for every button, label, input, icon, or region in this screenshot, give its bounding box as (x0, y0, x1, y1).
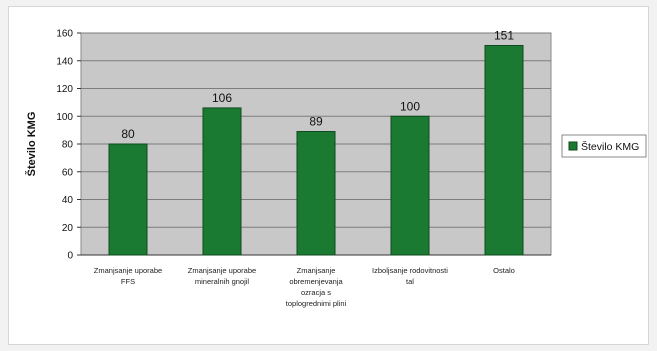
legend-box (561, 134, 647, 158)
x-category-label: Zmanjsanje obremenjevanja ozracja s toplogr… (286, 266, 347, 308)
y-tick-label: 120 (56, 84, 73, 95)
bar (108, 143, 148, 256)
legend-entry: Število KMG (581, 140, 639, 153)
y-tick-label: 40 (62, 195, 74, 206)
data-label: 89 (309, 115, 323, 129)
y-axis-label: Število KMG (25, 112, 38, 177)
bar (484, 44, 524, 256)
x-category-label: Izboljsanje rodovitnosti tal (372, 266, 448, 286)
y-tick-label: 140 (56, 56, 73, 67)
y-tick-label: 20 (62, 223, 74, 234)
bar-chart: 0 20 40 60 80 100 120 140 160 80 106 89 100 151 Zman… (25, 28, 647, 308)
bar (296, 131, 336, 256)
legend: Število KMG (561, 134, 647, 158)
y-tick-label: 60 (62, 167, 74, 178)
data-label: 151 (494, 28, 514, 42)
data-label: 106 (212, 91, 232, 105)
data-label: 80 (121, 127, 135, 141)
y-tick-label: 100 (56, 112, 73, 123)
bar (202, 107, 242, 256)
legend-swatch (568, 141, 578, 151)
x-category-label: Ostalo (493, 266, 515, 275)
y-tick-label: 160 (56, 29, 73, 40)
y-tick-label: 80 (62, 140, 74, 151)
x-category-label: Zmanjsanje uporabe mineralnih gnojil (188, 266, 256, 286)
data-label: 100 (400, 99, 420, 113)
bar (390, 115, 430, 256)
chart-frame: 0 20 40 60 80 100 120 140 160 80 106 89 100 151 Zman… (8, 6, 649, 345)
y-tick-label: 0 (67, 251, 73, 262)
x-category-label: Zmanjsanje uporabe FFS (94, 266, 162, 286)
